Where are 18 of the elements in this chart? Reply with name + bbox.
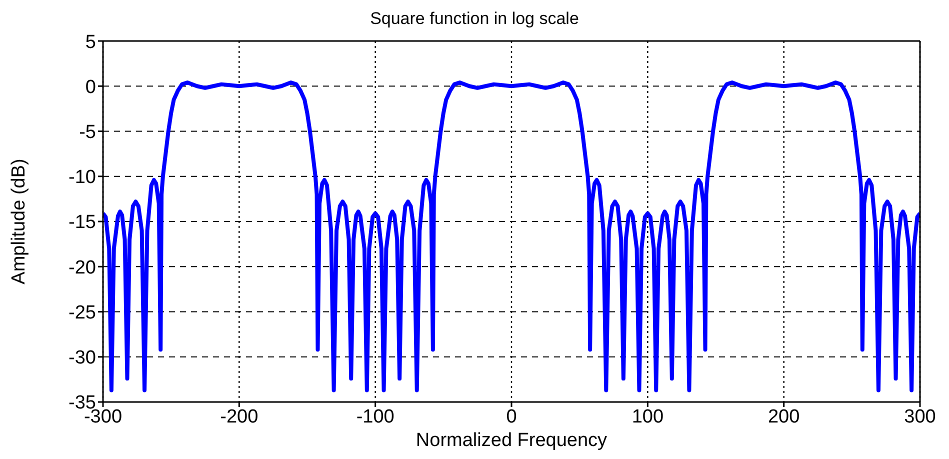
x-tick-label: 100 [632, 406, 664, 428]
y-tick-label: -10 [68, 167, 96, 188]
y-tick-label: -30 [68, 348, 96, 369]
x-tick-label: 200 [768, 406, 800, 428]
y-tick-label: -25 [68, 302, 96, 324]
y-tick-label: 5 [85, 32, 96, 53]
y-axis-title: Amplitude (dB) [8, 158, 30, 284]
x-axis-title: Normalized Frequency [416, 430, 608, 451]
y-tick-label: -5 [79, 122, 96, 143]
x-tick-label: 300 [904, 406, 936, 428]
chart-title: Square function in log scale [369, 8, 580, 30]
y-tick-label: -20 [68, 257, 96, 278]
y-tick-label: -15 [68, 212, 96, 234]
x-tick-label: -200 [220, 406, 258, 428]
y-tick-label: 0 [85, 76, 96, 98]
x-tick-label: 0 [506, 406, 517, 428]
x-tick-label: -100 [356, 406, 394, 428]
line-series [103, 80, 920, 392]
